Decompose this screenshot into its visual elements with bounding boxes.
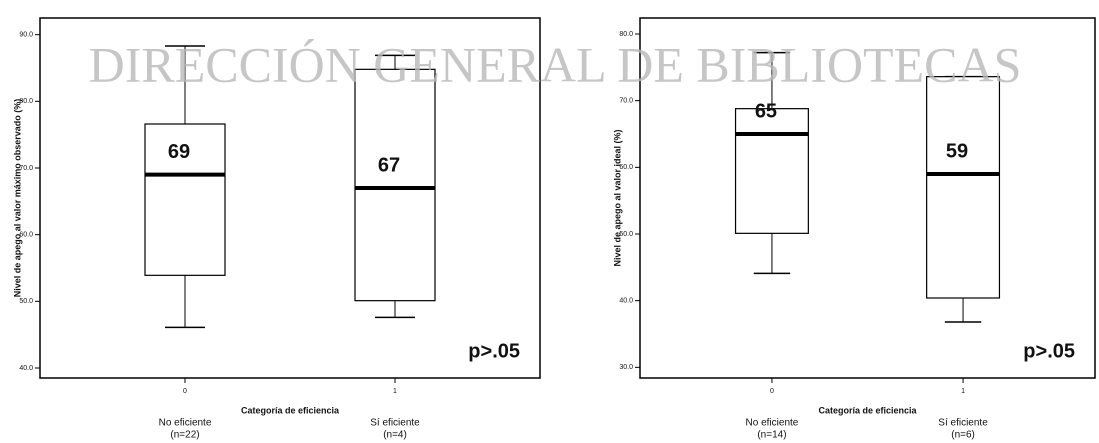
- annotation: p>.05: [1023, 340, 1075, 362]
- plot-frame: [639, 17, 1096, 379]
- median-label: 59: [946, 140, 968, 162]
- watermark: DIRECCIÓN GENERAL DE BIBLIOTECAS: [89, 36, 1022, 92]
- median-label: 65: [755, 100, 777, 122]
- x-axis-label: Categoría de eficiencia: [241, 405, 340, 415]
- y-tick-label: 70.0: [619, 98, 633, 105]
- box: [926, 76, 1001, 299]
- x-tick-label: 1: [961, 388, 965, 395]
- y-tick-label: 60.0: [619, 164, 633, 171]
- group-size: (n=4): [383, 430, 407, 441]
- group-size: (n=22): [170, 430, 199, 441]
- group-size: (n=6): [951, 430, 975, 441]
- x-axis-label: Categoría de eficiencia: [818, 405, 917, 415]
- y-tick-label: 90.0: [19, 32, 33, 39]
- y-axis-label: Nivel de apego al valor máximo observado…: [12, 99, 22, 298]
- y-tick-label: 70.0: [19, 165, 33, 172]
- median-label: 69: [168, 141, 190, 163]
- y-tick-label: 50.0: [19, 298, 33, 305]
- y-tick-label: 80.0: [19, 98, 33, 105]
- y-tick-label: 50.0: [619, 231, 633, 238]
- plot-frame: [39, 17, 541, 379]
- box: [144, 123, 226, 276]
- group-size: (n=14): [757, 430, 786, 441]
- annotation: p>.05: [468, 340, 520, 362]
- median-label: 67: [378, 154, 400, 176]
- y-tick-label: 60.0: [19, 232, 33, 239]
- box: [354, 68, 436, 302]
- y-tick-label: 40.0: [619, 298, 633, 305]
- group-label: No eficiente: [746, 418, 799, 429]
- group-label: No eficiente: [159, 418, 212, 429]
- group-label: Sí eficiente: [370, 418, 420, 429]
- box: [734, 108, 809, 234]
- group-label: Sí eficiente: [938, 418, 988, 429]
- x-tick-label: 1: [393, 388, 397, 395]
- y-tick-label: 80.0: [619, 31, 633, 38]
- x-tick-label: 0: [770, 388, 774, 395]
- y-tick-label: 40.0: [19, 365, 33, 372]
- y-axis-label: Nivel de apego al valor ideal (%): [612, 129, 622, 266]
- x-tick-label: 0: [183, 388, 187, 395]
- y-tick-label: 30.0: [619, 364, 633, 371]
